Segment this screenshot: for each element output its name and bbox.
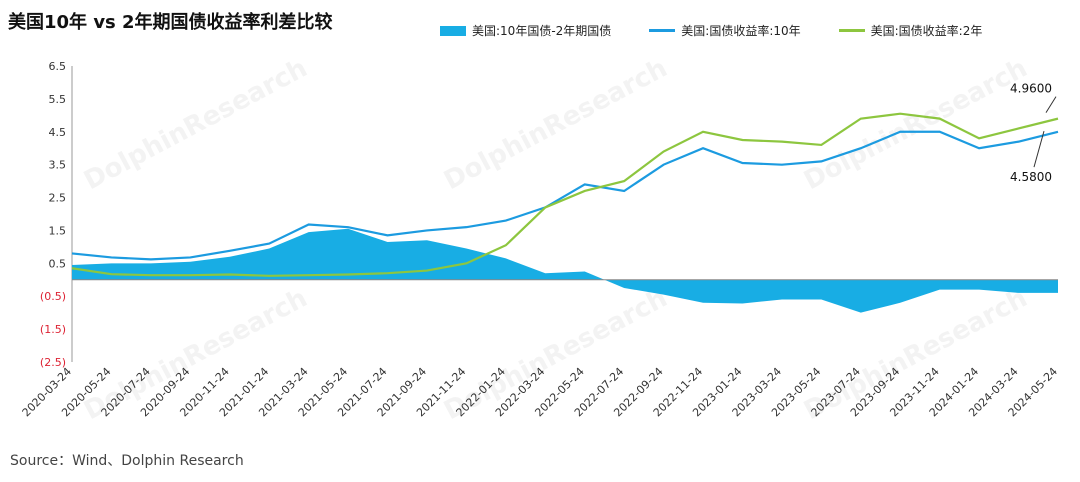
legend: 美国:10年国债-2年期国债 美国:国债收益率:10年 美国:国债收益率:2年	[440, 22, 982, 39]
watermark-text: DolphinResearch	[79, 53, 312, 196]
y-tick-label: 5.5	[49, 93, 67, 106]
y-tick-label: 0.5	[49, 257, 67, 270]
y-tick-label: 1.5	[49, 224, 67, 237]
y-tick-label: (0.5)	[40, 290, 66, 303]
watermark-text: DolphinResearch	[439, 53, 672, 196]
series-line-10y	[71, 130, 1059, 261]
annotation-leader-upper	[1045, 96, 1057, 113]
y-tick-label: 2.5	[49, 192, 67, 205]
legend-swatch-spread	[440, 25, 466, 36]
y-tick-label: 4.5	[49, 126, 67, 139]
annotation-leader-lower	[1033, 131, 1045, 168]
legend-label-2y: 美国:国债收益率:2年	[870, 24, 983, 38]
legend-label-10y: 美国:国债收益率:10年	[681, 24, 801, 38]
legend-swatch-10y	[649, 29, 676, 32]
source-note: Source：Wind、Dolphin Research	[10, 453, 244, 469]
y-tick-label: 6.5	[49, 60, 67, 73]
series-line-2y	[71, 112, 1059, 277]
watermark-text: DolphinResearch	[799, 53, 1032, 196]
y-tick-label: (2.5)	[40, 356, 66, 369]
legend-label-spread: 美国:10年国债-2年期国债	[472, 24, 612, 38]
watermark-text: DolphinResearch	[799, 283, 1032, 426]
y-tick-label: (1.5)	[40, 323, 66, 336]
legend-item-10y: 美国:国债收益率:10年	[649, 22, 801, 39]
legend-swatch-2y	[838, 29, 865, 32]
chart-plot: DolphinResearch DolphinResearch DolphinRes…	[20, 53, 1060, 426]
annotation-label-upper: 4.9600	[1010, 82, 1052, 96]
y-tick-label: 3.5	[49, 159, 67, 172]
series-area-spread	[72, 228, 1058, 313]
legend-item-2y: 美国:国债收益率:2年	[838, 22, 983, 39]
annotation-label-lower: 4.5800	[1010, 170, 1052, 184]
chart-title: 美国10年 vs 2年期国债收益率利差比较	[8, 12, 333, 33]
legend-item-spread: 美国:10年国债-2年期国债	[440, 22, 611, 39]
